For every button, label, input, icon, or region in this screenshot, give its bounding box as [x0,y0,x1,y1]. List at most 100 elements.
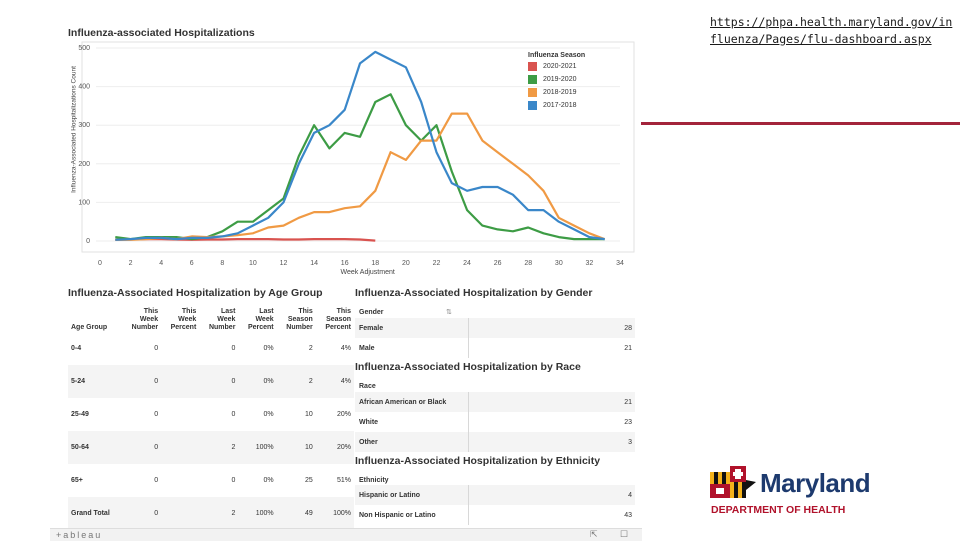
series-line-2017-2018 [115,50,605,241]
x-tick-label: 26 [494,260,502,267]
table-row[interactable]: African American or Black 21 [355,392,635,412]
x-tick-label: 8 [220,260,224,267]
age-table-cell: 2 [308,345,313,352]
x-tick-label: 22 [433,260,441,267]
table-row[interactable]: Other 3 [355,432,635,452]
y-axis-label: Influenza-Associated Hospitalizations Co… [70,66,78,193]
age-table-cell: 2 [199,431,239,464]
chart-legend: Influenza Season 2020-2021 2019-2020 201… [528,50,628,112]
age-table-cell: 100% [238,431,277,464]
age-table-cell [161,365,200,398]
age-col-header[interactable]: Age Group [71,324,108,331]
age-table-cell: 0 [199,365,239,398]
age-table-header: Age Group This Week Number This Week Percent La… [68,300,354,332]
legend-label: 2020-2021 [543,63,577,70]
age-table-cell: 0 [231,411,236,418]
x-tick-label: 24 [463,260,471,267]
age-table-cell: 2 [276,365,316,398]
age-table-cell: 0 [154,411,159,418]
age-table-cell: 100% [315,497,354,530]
tableau-footer: +ableau ⇱ ☐ [50,528,642,541]
age-table-cell: 0 [231,345,236,352]
age-table-row[interactable]: 0-4 0 0 0% 2 4% [68,332,354,365]
age-table-cell: 0% [263,477,274,484]
age-table-cell: 0 [154,345,159,352]
legend-swatch-green [528,75,537,84]
age-table-row[interactable]: 65+ 0 0 0% 25 51% [68,464,354,497]
age-col-header[interactable]: Last Week Percent [247,308,274,331]
row-value: 23 [468,412,635,432]
age-table-row[interactable]: Grand Total 0 2 100% 49 100% [68,497,354,530]
age-table-cell: 25 [304,477,313,484]
age-table-row[interactable]: 5-24 0 0 0% 2 4% [68,365,354,398]
table-row[interactable]: Female 28 [355,318,635,338]
tableau-brand[interactable]: +ableau [56,530,103,540]
legend-label: 2018-2019 [543,89,577,96]
age-table-cell [161,398,199,431]
share-icon[interactable]: ⇱ [590,529,598,539]
row-value: 4 [468,485,635,505]
gender-panel-title: Influenza-Associated Hospitalization by … [355,287,593,299]
plot-frame [81,41,635,253]
x-tick-label: 0 [98,260,102,267]
age-col-header[interactable]: This Season Number [286,308,313,331]
sort-icon[interactable]: ⇅ [446,309,452,316]
row-label: Hispanic or Latino [355,485,469,505]
age-table-cell: 10 [276,431,316,464]
race-table: African American or Black 21 White 23 Other 3 [355,392,635,452]
table-row[interactable]: Hispanic or Latino 4 [355,485,635,505]
age-col-header[interactable]: This Week Number [131,308,159,331]
row-value: 28 [468,318,635,338]
age-table-cell: 5-24 [68,365,122,398]
legend-item[interactable]: 2018-2019 [528,86,628,99]
age-table-row[interactable]: 25-49 0 0 0% 10 20% [68,398,354,431]
age-table-cell: 0 [121,497,162,530]
x-tick-label: 32 [586,260,594,267]
fullscreen-icon[interactable]: ☐ [620,529,629,539]
age-table-cell [161,464,199,497]
legend-title: Influenza Season [528,51,586,59]
gender-table: Female 28 Male 21 [355,318,635,358]
age-table-cell: 51% [336,477,351,484]
row-label: Non Hispanic or Latino [359,511,436,519]
chart-title: Influenza-associated Hospitalizations [68,27,255,39]
age-table-cell: 0% [238,365,277,398]
x-tick-label: 12 [280,260,288,267]
row-value: 21 [468,392,635,412]
y-tick-label: 300 [78,122,90,129]
maryland-wordmark: Maryland [760,468,871,498]
age-table-cell: 0-4 [71,345,82,352]
row-value: 3 [468,432,635,452]
ethnicity-table: Hispanic or Latino 4 Non Hispanic or Latin… [355,485,635,525]
y-axis-label-wrap: Influenza-Associated Hospitalizations Co… [66,42,78,222]
row-label: Female [355,318,469,338]
age-col-header[interactable]: This Season Percent [325,308,351,331]
legend-item[interactable]: 2017-2018 [528,99,628,112]
y-tick-label: 500 [78,45,90,52]
age-table-cell: 0 [154,477,159,484]
x-tick-label: 20 [402,260,410,267]
x-tick-label: 30 [555,260,563,267]
legend-item[interactable]: 2020-2021 [528,60,628,73]
age-panel-title: Influenza-Associated Hospitalization by … [68,287,323,299]
x-tick-label: 18 [371,260,379,267]
age-col-header[interactable]: This Week Percent [170,308,197,331]
y-tick-label: 200 [78,161,90,168]
legend-swatch-blue [528,101,537,110]
legend-item[interactable]: 2019-2020 [528,73,628,86]
ethnicity-header: Ethnicity [359,477,389,484]
legend-label: 2019-2020 [543,76,577,83]
age-table-row[interactable]: 50-64 0 2 100% 10 20% [68,431,354,464]
age-table-cell: 50-64 [68,431,122,464]
table-row[interactable]: White 23 [355,412,635,432]
table-row[interactable]: Male 21 [355,338,635,358]
series-line-2018-2019 [115,112,606,241]
ethnicity-panel-title: Influenza-Associated Hospitalization by … [355,455,601,467]
row-label: Male [359,344,375,352]
age-table-cell: 49 [276,497,316,530]
age-col-header[interactable]: Last Week Number [208,308,236,331]
table-row[interactable]: Non Hispanic or Latino 43 [355,505,635,525]
age-table-cell: 0 [231,477,236,484]
source-url[interactable]: https://phpa.health.maryland.gov/influen… [710,15,953,46]
x-tick-label: 34 [616,260,624,267]
